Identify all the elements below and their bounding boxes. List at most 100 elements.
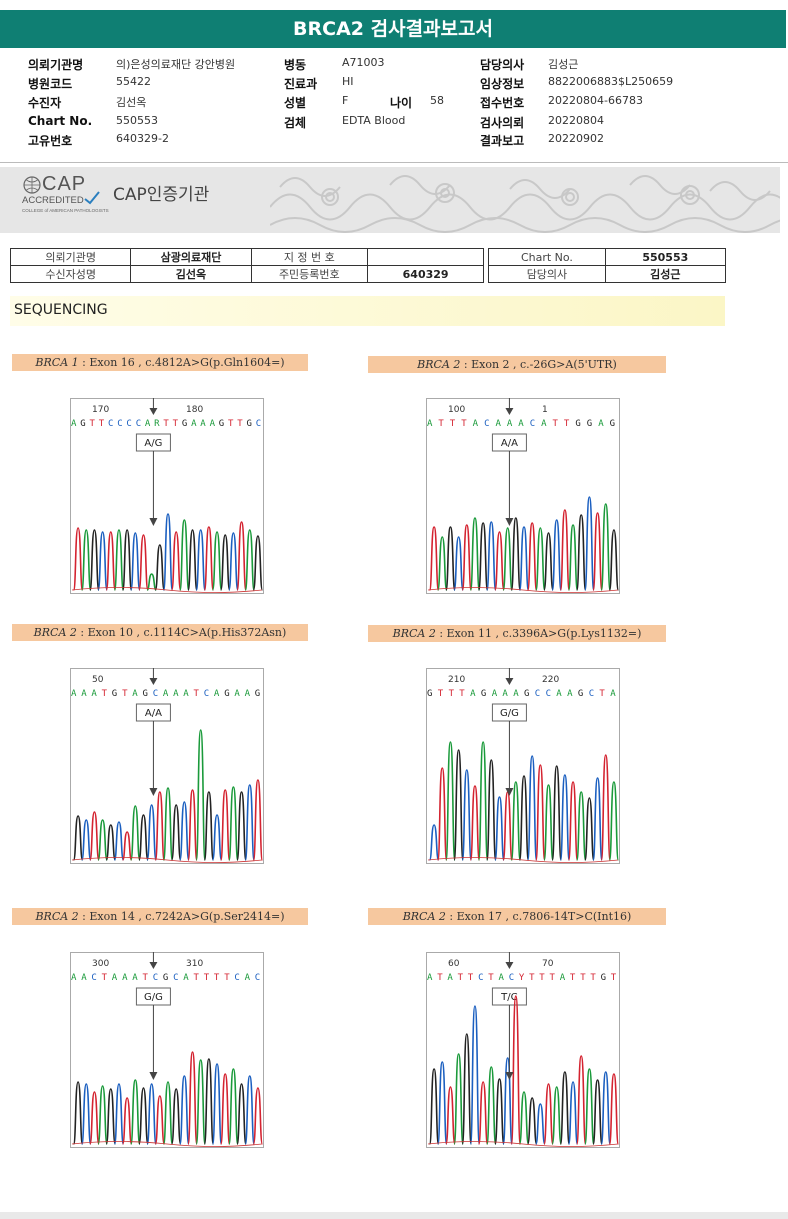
base-letter: C [546,689,551,699]
base-letter: T [459,689,465,699]
genotype-call: T/C [500,992,517,1003]
base-letter: T [163,419,169,429]
base-letter: C [91,973,96,983]
trace-peak [469,517,481,591]
table-cell: 수신자성명 [9,265,132,283]
trace-peak [105,824,117,861]
panel-header: BRCA 2 : Exon 14 , c.7242A>G(p.Ser2414=) [12,908,308,925]
base-letter: T [539,973,545,983]
base-letter: A [200,419,206,429]
table-cell: 주민등록번호 [250,265,368,283]
table-row: 의뢰기관명 삼광의료재단 지 정 번 호 Chart No. 550553 [9,248,727,266]
trace-peak [72,527,84,591]
base-letter: A [173,689,179,699]
info-value: 8822006883$L250659 [548,75,674,88]
trace-peak [526,1097,538,1145]
info-label: 의뢰기관명 [28,58,84,72]
trace-peak [154,544,166,591]
position-number: 50 [92,675,104,685]
cap-title: CAP인증기관 [113,185,210,205]
table-cell: 지 정 번 호 [250,248,368,266]
trace-peak [510,995,522,1145]
trace-peak [469,785,481,861]
base-letter: A [473,419,479,429]
trace-peak [80,529,92,591]
trace-peak [113,529,125,591]
trace-peak [477,522,489,591]
trace-peak [187,529,198,591]
base-letter: A [91,689,97,699]
genotype-call: A/A [145,708,162,719]
trace-peak [453,1053,464,1145]
arrow-head-icon [505,1072,514,1080]
trace-peak [195,1059,206,1145]
position-number: 210 [448,675,465,685]
base-letter: G [481,689,486,699]
base-letter: A [560,973,566,983]
base-letter: T [122,689,128,699]
base-letter: T [553,419,559,429]
base-letter: C [117,419,122,429]
info-row: 의뢰기관명 의)은성의료재단 강안병원 병동 A71003 담당의사 김성근 [0,56,788,74]
trace-peak [244,529,256,591]
divider [0,162,788,163]
trace-peak [551,1086,562,1145]
trace-peak [535,1103,546,1145]
position-number: 180 [186,405,203,415]
trace-peak [494,796,505,861]
info-label: 고유번호 [28,134,73,148]
trace-peak [543,1083,554,1145]
base-letter: C [589,689,594,699]
trace-peak [559,1071,571,1145]
trace-peak [559,774,571,861]
base-letter: C [234,973,239,983]
trace-peak [138,814,149,861]
trace-peak [80,819,92,861]
trace-peak [502,1057,513,1145]
trace-peak [486,1066,497,1145]
chromatogram: 170 180 A G T T C C C C A R T T G A A A G T T G C A/G [70,398,264,594]
checkmark-icon [84,191,100,205]
trace-peak [543,532,554,591]
base-letter: G [610,419,615,429]
info-value: 550553 [116,114,158,127]
cap-banner: CAP ACCREDITED COLLEGE of AMERICAN PATHO… [0,167,780,233]
base-letter: A [71,973,77,983]
trace-peak [518,775,530,861]
base-letter: A [567,689,573,699]
base-letter: G [224,689,229,699]
base-letter: T [564,419,570,429]
table-cell: 삼광의료재단 [130,248,252,266]
info-row: Chart No. 550553 검체 EDTA Blood 검사의뢰 2022… [0,114,788,132]
report-info: 의뢰기관명 의)은성의료재단 강안병원 병동 A71003 담당의사 김성근 병… [0,56,788,156]
base-letter: A [183,689,189,699]
trace-peak [592,777,603,861]
base-letter: G [247,419,252,429]
trace-peak [494,1078,505,1145]
base-letter: T [99,419,105,429]
info-value: 20220902 [548,132,604,145]
baseline-trace [71,587,263,593]
base-letter: G [427,689,432,699]
table-cell: 640329 [366,265,485,283]
trace-peak [244,1075,256,1145]
baseline-trace [427,857,619,863]
panel-header: BRCA 2 : Exon 2 , c.-26G>A(5'UTR) [368,356,666,373]
trace-peak [228,532,239,591]
chromatogram-svg: 100 1A T T T A C A A A C A T T G G A GA/A [426,398,620,594]
cap-logo: CAP ACCREDITED COLLEGE of AMERICAN PATHO… [22,173,112,223]
trace-peak [436,536,448,591]
gene-name: BRCA 2 [417,358,461,371]
base-letter: T [438,419,444,429]
base-letter: A [234,689,240,699]
trace-peak [526,755,538,861]
trace-peak [592,512,603,591]
table-cell: 의뢰기관명 [9,248,132,266]
trace-peak [146,1083,157,1145]
trace-peak [592,1079,603,1145]
genotype-call: G/G [500,708,519,719]
trace-peak [477,1081,489,1145]
base-letter: T [570,973,576,983]
chromatogram: 300 310 A A C T A A A T C G C A T T T T C A C G/G [70,952,264,1148]
section-title: SEQUENCING [10,296,725,326]
